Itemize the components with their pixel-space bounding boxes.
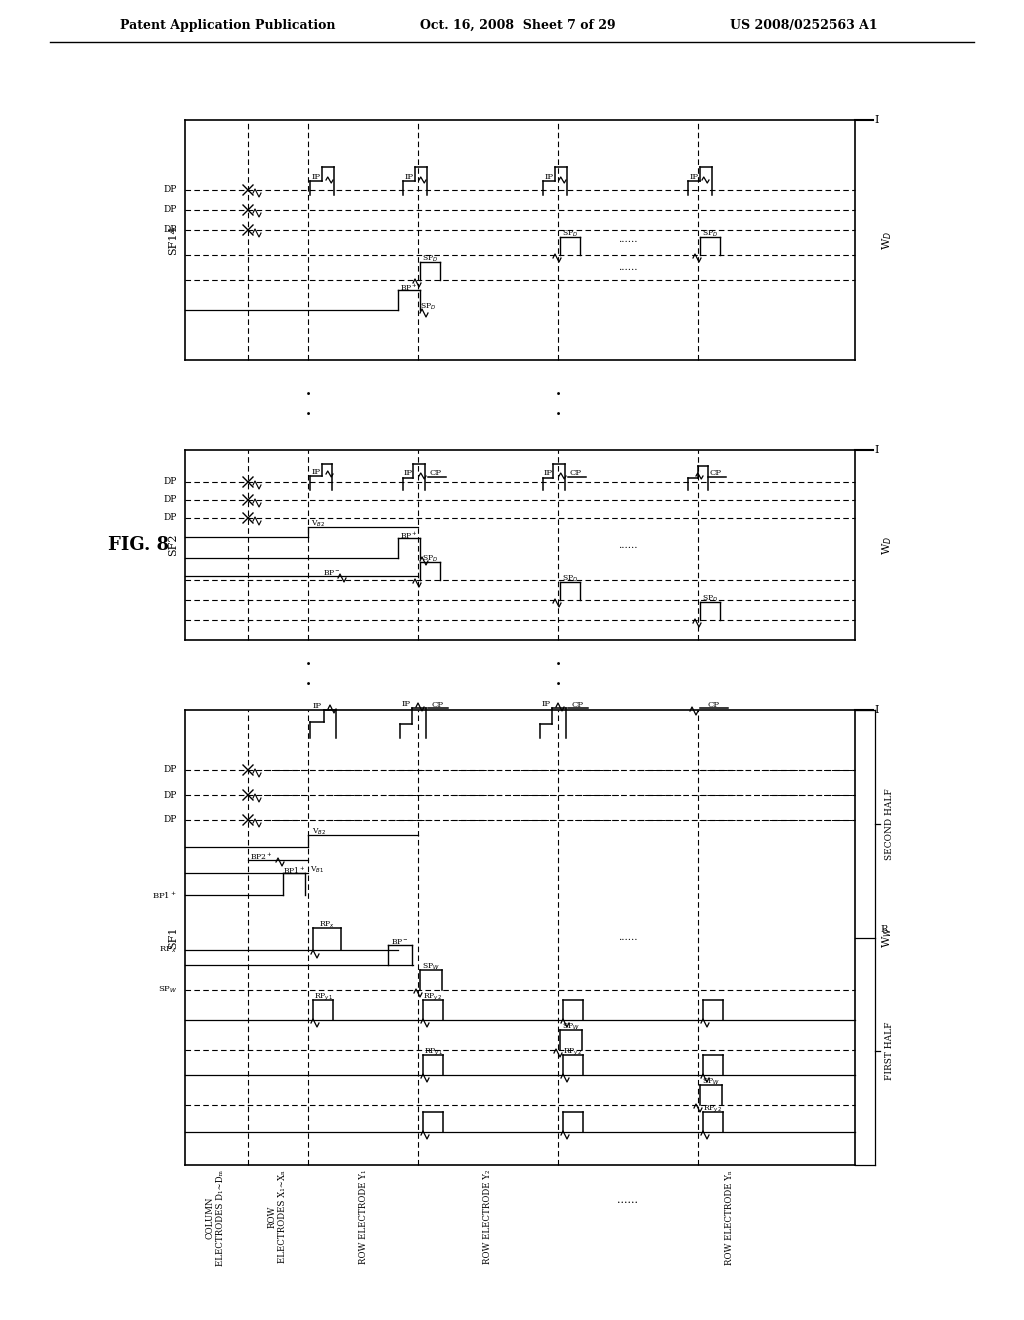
Text: V$_{B2}$: V$_{B2}$	[311, 519, 326, 529]
Text: CP: CP	[710, 469, 722, 477]
Text: SP$_D$: SP$_D$	[422, 253, 438, 264]
Text: SP$_W$: SP$_W$	[158, 985, 177, 995]
Text: SP$_D$: SP$_D$	[562, 574, 579, 585]
Text: CP: CP	[430, 469, 442, 477]
Text: DP: DP	[164, 186, 177, 194]
Text: I: I	[874, 705, 880, 715]
Text: IP: IP	[404, 173, 414, 181]
Text: SF14: SF14	[168, 226, 178, 255]
Text: CP: CP	[570, 469, 582, 477]
Text: W$_W$: W$_W$	[880, 927, 894, 948]
Text: RP$_{y2}$: RP$_{y2}$	[563, 1047, 583, 1057]
Text: CP: CP	[432, 701, 444, 709]
Text: IP: IP	[401, 700, 411, 708]
Text: SP$_W$: SP$_W$	[422, 962, 440, 973]
Text: SF2: SF2	[168, 533, 178, 556]
Text: I: I	[874, 445, 880, 455]
Text: DP: DP	[164, 495, 177, 504]
Text: ·: ·	[554, 653, 561, 676]
Text: IP: IP	[312, 702, 322, 710]
Text: SECOND HALF: SECOND HALF	[886, 788, 895, 859]
Text: DP: DP	[164, 478, 177, 487]
Text: RP$_x$: RP$_x$	[318, 920, 335, 931]
Text: DP: DP	[164, 816, 177, 825]
Text: CP: CP	[707, 701, 719, 709]
Text: ·: ·	[304, 653, 311, 676]
Text: IP: IP	[311, 469, 321, 477]
Text: RP$_x$: RP$_x$	[160, 945, 177, 956]
Text: DP: DP	[164, 791, 177, 800]
Text: RP$_{y1}$: RP$_{y1}$	[313, 991, 333, 1003]
Text: ·: ·	[554, 675, 561, 696]
Text: SP$_W$: SP$_W$	[562, 1022, 580, 1032]
Text: DP: DP	[164, 226, 177, 235]
Text: RP$_{y2}$: RP$_{y2}$	[703, 1104, 723, 1114]
Text: DP: DP	[164, 766, 177, 775]
Text: V$_{B1}$: V$_{B1}$	[310, 865, 325, 875]
Text: BP$^-$: BP$^-$	[323, 568, 341, 578]
Text: DP: DP	[164, 206, 177, 214]
Text: ROW ELECTRODE Yₙ: ROW ELECTRODE Yₙ	[725, 1170, 734, 1265]
Text: SF1: SF1	[168, 927, 178, 949]
Text: ·: ·	[304, 404, 311, 426]
Text: ......: ......	[618, 933, 638, 942]
Text: COLUMN
ELECTRODES D₁∼Dₘ: COLUMN ELECTRODES D₁∼Dₘ	[205, 1170, 224, 1266]
Text: FIRST HALF: FIRST HALF	[886, 1022, 895, 1081]
Text: RP$_{y2}$: RP$_{y2}$	[424, 991, 442, 1003]
Text: V$_{B2}$: V$_{B2}$	[312, 826, 327, 837]
Text: DP: DP	[164, 513, 177, 523]
Text: US 2008/0252563 A1: US 2008/0252563 A1	[730, 18, 878, 32]
Text: ROW ELECTRODE Y₂: ROW ELECTRODE Y₂	[483, 1170, 493, 1265]
Text: BP$^+$: BP$^+$	[400, 529, 418, 541]
Text: BP1$^+$: BP1$^+$	[153, 890, 177, 900]
Text: SP$_W$: SP$_W$	[702, 1077, 720, 1088]
Text: ......: ......	[618, 235, 638, 244]
Text: BP2$^+$: BP2$^+$	[250, 850, 272, 862]
Text: BP$^-$: BP$^-$	[391, 937, 409, 946]
Text: SP$_D$: SP$_D$	[701, 228, 718, 239]
Text: Oct. 16, 2008  Sheet 7 of 29: Oct. 16, 2008 Sheet 7 of 29	[420, 18, 615, 32]
Text: FIG. 8: FIG. 8	[108, 536, 169, 554]
Text: BP1$^+$: BP1$^+$	[283, 865, 305, 876]
Text: I: I	[874, 115, 880, 125]
Text: R: R	[880, 925, 888, 935]
Text: ROW ELECTRODE Y₁: ROW ELECTRODE Y₁	[358, 1170, 368, 1265]
Text: SP$_D$: SP$_D$	[420, 302, 436, 313]
Text: SP$_D$: SP$_D$	[422, 554, 438, 564]
Text: Patent Application Publication: Patent Application Publication	[120, 18, 336, 32]
Text: CP: CP	[572, 701, 584, 709]
Text: ......: ......	[618, 540, 638, 549]
Text: BP$^+$: BP$^+$	[400, 281, 418, 293]
Text: SP$_D$: SP$_D$	[562, 228, 579, 239]
Text: W$_D$: W$_D$	[880, 231, 894, 249]
Text: ·: ·	[304, 384, 311, 407]
Text: IP: IP	[403, 469, 413, 477]
Text: IP: IP	[544, 469, 553, 477]
Text: IP: IP	[542, 700, 551, 708]
Text: ·: ·	[554, 384, 561, 407]
Text: IP: IP	[311, 173, 321, 181]
Text: ·: ·	[304, 675, 311, 696]
Text: ·: ·	[554, 404, 561, 426]
Text: IP: IP	[545, 173, 554, 181]
Text: SP$_D$: SP$_D$	[701, 594, 718, 605]
Text: ROW
ELECTRODES X₁∼Xₙ: ROW ELECTRODES X₁∼Xₙ	[267, 1170, 287, 1263]
Text: ......: ......	[618, 263, 638, 272]
Text: ......: ......	[617, 1195, 639, 1205]
Text: W$_D$: W$_D$	[880, 536, 894, 554]
Text: RP$_{y1}$: RP$_{y1}$	[424, 1047, 442, 1057]
Text: IP: IP	[689, 173, 698, 181]
